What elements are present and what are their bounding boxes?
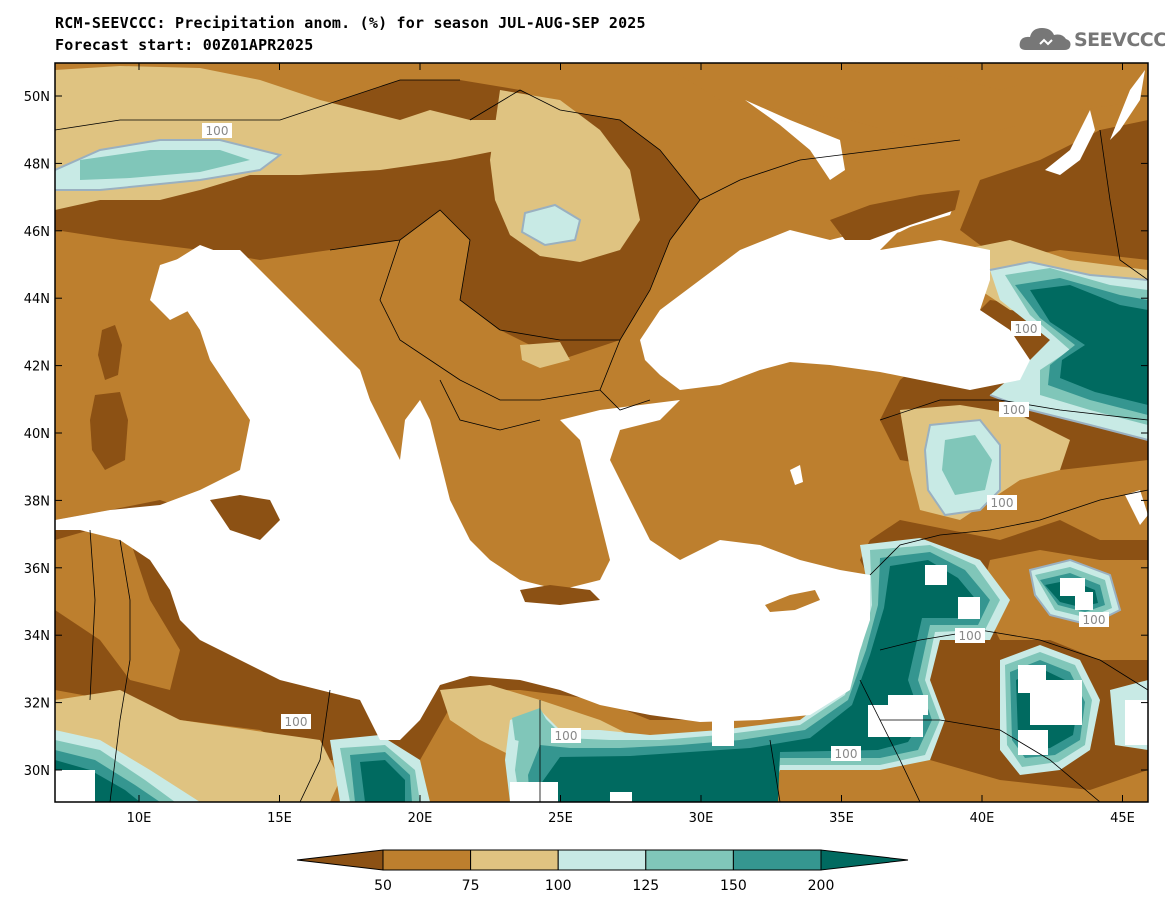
anomaly-region-wet-light bbox=[522, 205, 580, 245]
sardinia bbox=[90, 392, 128, 470]
corsica bbox=[98, 325, 122, 380]
lat-axis: 50N 48N 46N 44N 42N 40N 38N 36N 34N 32N 30N bbox=[24, 90, 1148, 779]
lon-axis: 10E 15E 20E 25E 30E 35E 40E 45E bbox=[127, 63, 1135, 826]
lat-tick-label: 38N bbox=[24, 494, 50, 509]
contour-label-bg bbox=[1011, 321, 1041, 336]
colorbar-label: 50 bbox=[374, 878, 392, 894]
seevccc-logo: SEEVCCC bbox=[1018, 22, 1165, 56]
cloud-icon bbox=[1019, 28, 1071, 50]
contour-label: 100 bbox=[285, 715, 308, 729]
anomaly-region-wet bbox=[512, 708, 552, 745]
country-borders bbox=[55, 79, 1148, 802]
colorbar-segment bbox=[557, 849, 647, 871]
contour-label: 100 bbox=[1015, 322, 1038, 336]
lat-tick-label: 48N bbox=[24, 157, 50, 172]
lake bbox=[1125, 490, 1148, 525]
anomaly-region-wet-extreme bbox=[540, 560, 978, 802]
lon-tick-label: 40E bbox=[970, 811, 995, 826]
lon-tick-label: 25E bbox=[548, 811, 573, 826]
contour-label-bg bbox=[281, 714, 311, 729]
contour-label: 100 bbox=[206, 124, 229, 138]
lat-tick-label: 36N bbox=[24, 562, 50, 577]
anomaly-region-wet bbox=[942, 435, 992, 495]
tyrrhenian-italy-sea bbox=[150, 255, 200, 320]
anomaly-region-dry bbox=[660, 63, 1148, 140]
lat-tick-label: 30N bbox=[24, 764, 50, 779]
contour-label-bg bbox=[202, 123, 232, 138]
lon-tick-label: 20E bbox=[408, 811, 433, 826]
anomaly-region-wet-extreme bbox=[360, 760, 405, 802]
colorbar-label: 150 bbox=[720, 878, 747, 894]
river bbox=[1110, 70, 1145, 140]
contour-label-bg bbox=[1079, 612, 1109, 627]
anomaly-region-wet-extreme bbox=[1030, 285, 1148, 405]
contour-label: 100 bbox=[991, 496, 1014, 510]
lon-tick-label: 30E bbox=[689, 811, 714, 826]
lake bbox=[790, 465, 803, 485]
lat-tick-label: 40N bbox=[24, 427, 50, 442]
colorbar: 50 75 100 125 150 200 bbox=[296, 849, 909, 894]
anomaly-region-near-normal bbox=[520, 342, 570, 368]
chart-subtitle: Forecast start: 00Z01APR2025 bbox=[55, 36, 314, 54]
adriatic-sea bbox=[210, 250, 370, 410]
missing-data-blocks bbox=[55, 565, 1148, 802]
lon-tick-label: 45E bbox=[1110, 811, 1135, 826]
lat-tick-label: 34N bbox=[24, 629, 50, 644]
river bbox=[745, 100, 845, 180]
logo-text: SEEVCCC bbox=[1074, 29, 1165, 51]
cyprus bbox=[765, 590, 820, 612]
colorbar-arrow-low bbox=[296, 849, 384, 871]
lon-tick-label: 35E bbox=[829, 811, 854, 826]
anomaly-region-wet bbox=[80, 150, 250, 180]
lon-tick-label: 15E bbox=[267, 811, 292, 826]
contour-label-bg bbox=[831, 746, 861, 761]
contour-label-bg bbox=[551, 728, 581, 743]
contour-label: 100 bbox=[1003, 403, 1026, 417]
mediterranean-sea bbox=[55, 245, 870, 740]
lat-tick-label: 32N bbox=[24, 697, 50, 712]
colorbar-segment bbox=[470, 849, 559, 871]
chart-title: RCM-SEEVCCC: Precipitation anom. (%) for… bbox=[55, 14, 646, 32]
sicily bbox=[210, 495, 280, 540]
contour-label: 100 bbox=[555, 729, 578, 743]
crimea bbox=[830, 190, 960, 240]
contour-label: 100 bbox=[1083, 613, 1106, 627]
anomaly-region-dry bbox=[55, 530, 180, 690]
lat-tick-label: 44N bbox=[24, 292, 50, 307]
map-field bbox=[55, 63, 1148, 802]
contour-label-bg bbox=[955, 628, 985, 643]
lat-tick-label: 50N bbox=[24, 90, 50, 105]
colorbar-segment bbox=[382, 849, 472, 871]
colorbar-arrow-high bbox=[820, 849, 909, 871]
lat-tick-label: 46N bbox=[24, 225, 50, 240]
colorbar-label: 200 bbox=[808, 878, 835, 894]
colorbar-label: 125 bbox=[632, 878, 659, 894]
contour-label: 100 bbox=[835, 747, 858, 761]
colorbar-label: 75 bbox=[462, 878, 480, 894]
anomaly-region-near-normal bbox=[55, 690, 340, 802]
contour-labels: 100 100 100 100 100 100 100 100 100 bbox=[202, 123, 1109, 761]
black-sea bbox=[640, 190, 1030, 390]
lat-tick-label: 42N bbox=[24, 360, 50, 375]
river bbox=[1045, 110, 1095, 175]
contour-label: 100 bbox=[959, 629, 982, 643]
contour-label-bg bbox=[987, 495, 1017, 510]
lon-tick-label: 10E bbox=[127, 811, 152, 826]
colorbar-label: 100 bbox=[545, 878, 572, 894]
crete bbox=[520, 585, 600, 605]
colorbar-segment bbox=[732, 849, 822, 871]
contour-label-bg bbox=[999, 402, 1029, 417]
colorbar-segment bbox=[645, 849, 734, 871]
anomaly-region-wet-extreme bbox=[1120, 375, 1148, 400]
